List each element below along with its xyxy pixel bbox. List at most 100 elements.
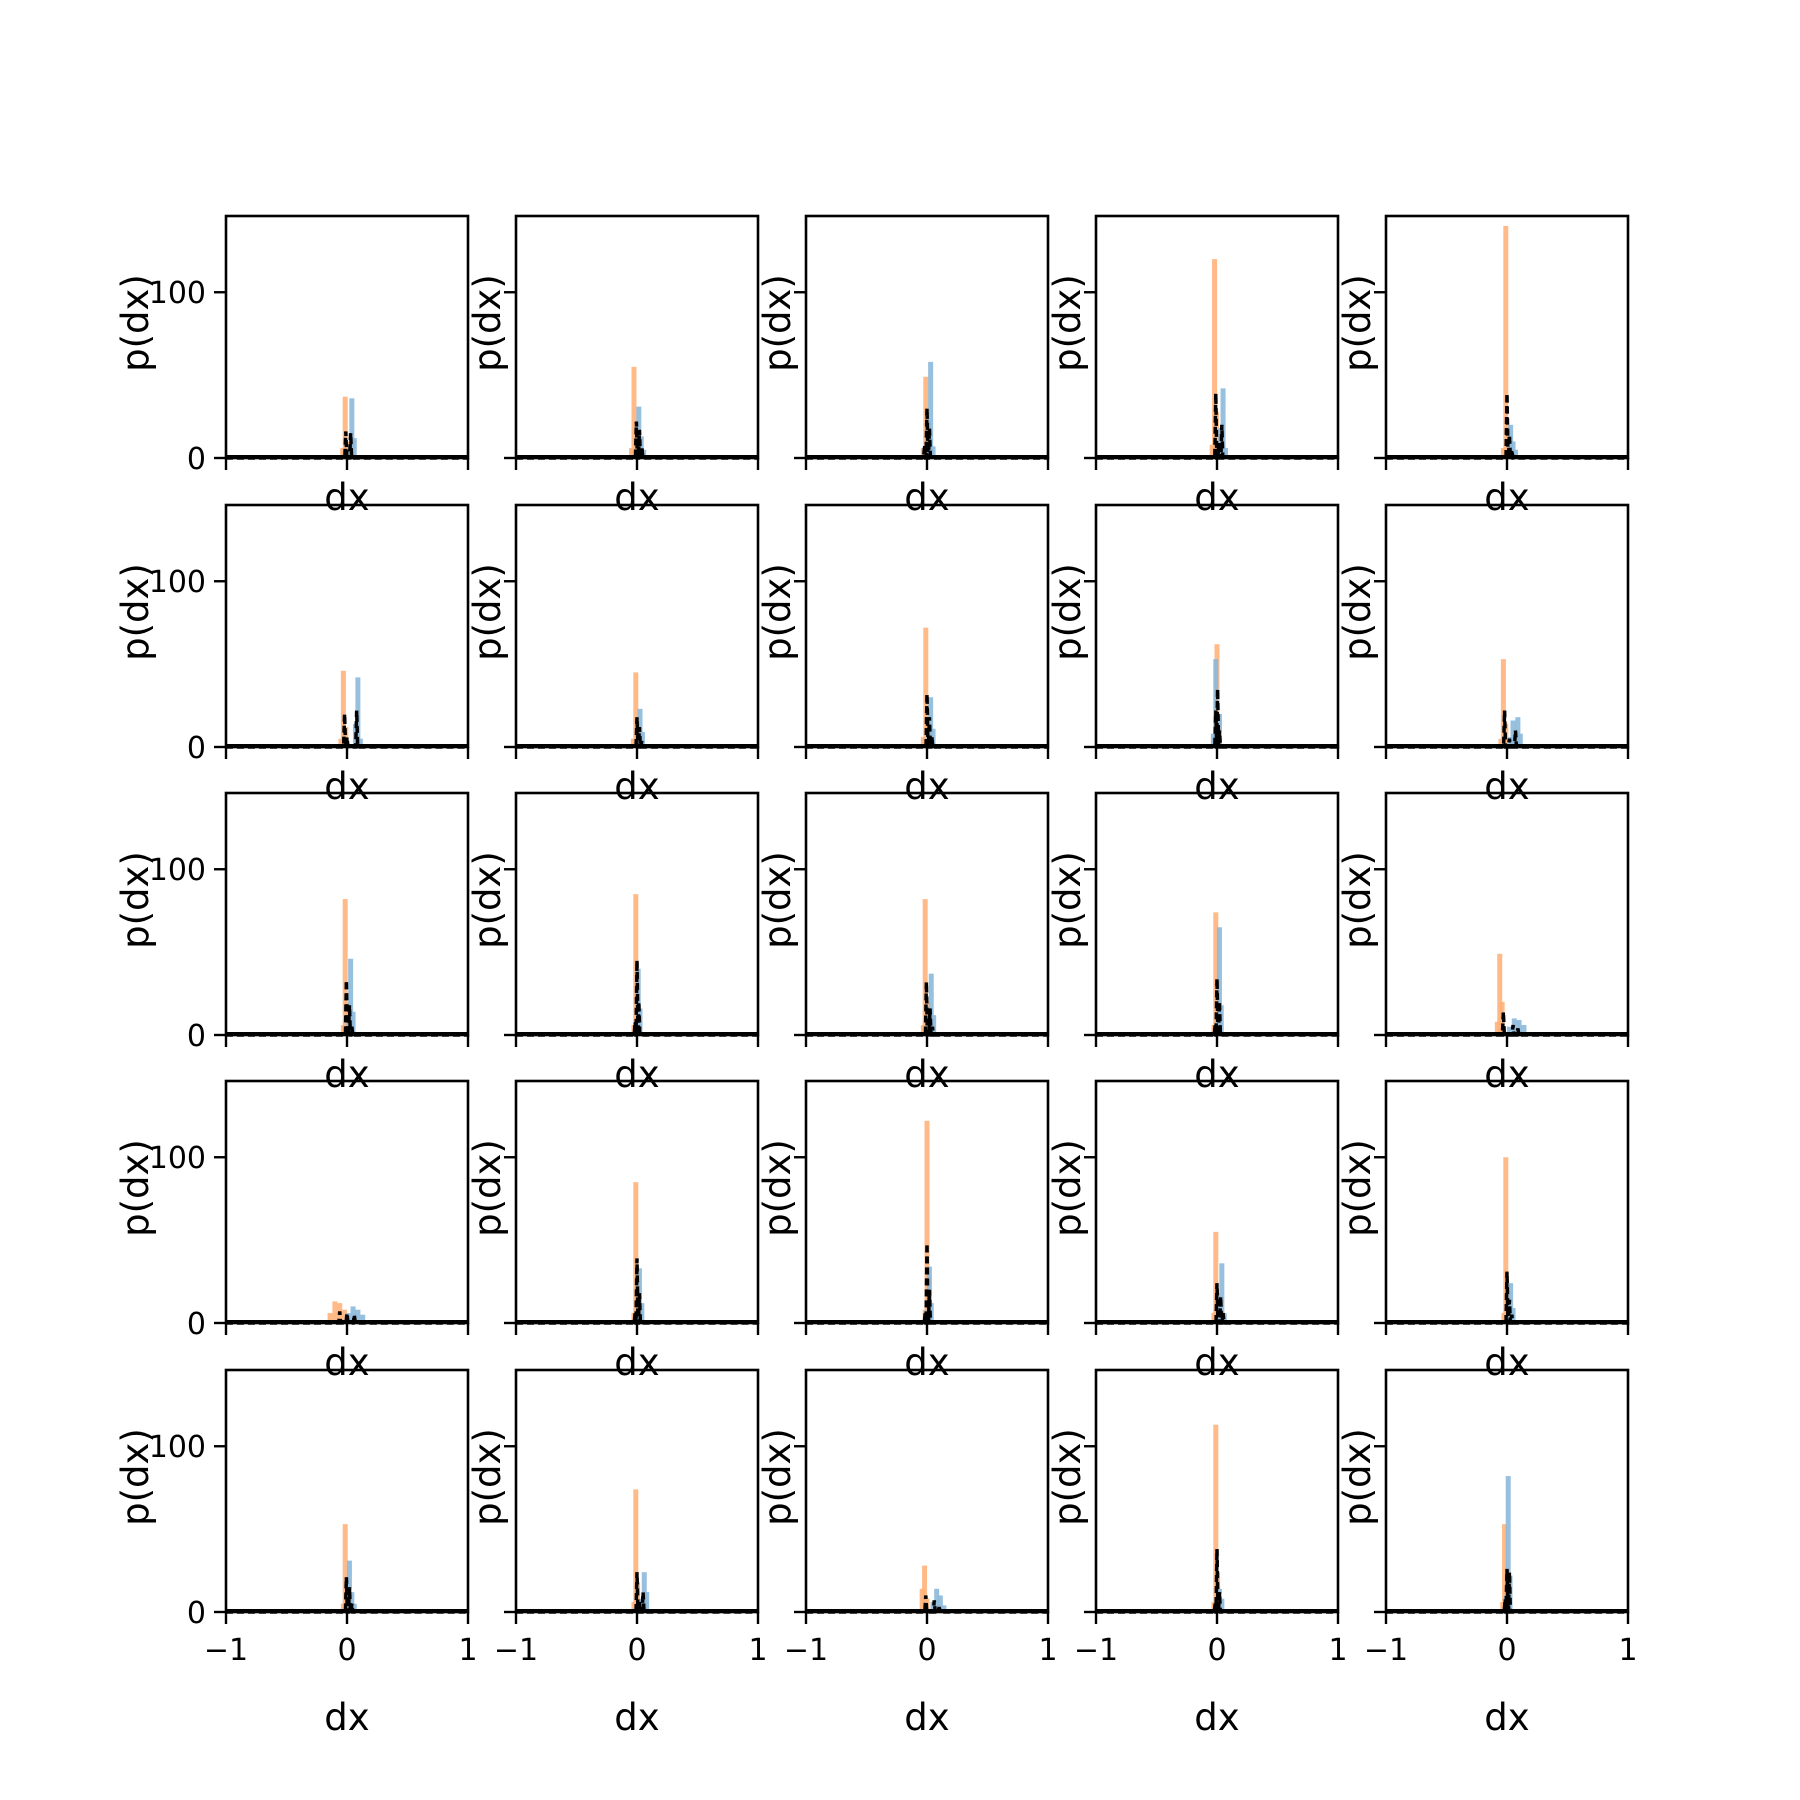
bar-blue	[348, 958, 354, 1035]
x-axis-label: dx	[324, 1053, 369, 1096]
bar-blue	[350, 1306, 356, 1323]
x-tick-label: 0	[917, 1633, 936, 1668]
bar-orange	[631, 366, 637, 458]
density-curve	[516, 717, 758, 749]
bar-orange	[1213, 912, 1219, 1035]
bar-orange	[1502, 1524, 1508, 1612]
bar-orange	[342, 1309, 348, 1323]
density-curve	[516, 1572, 758, 1614]
x-axis-label: dx	[614, 765, 659, 808]
bar-blue	[1517, 733, 1523, 747]
bar-blue	[928, 973, 934, 1035]
bar-orange	[327, 1313, 333, 1323]
bar-blue	[1216, 927, 1222, 1035]
bar-orange	[1503, 225, 1509, 458]
x-axis-label: dx	[1484, 1341, 1529, 1384]
y-tick-label: 0	[187, 1019, 206, 1054]
bar-orange	[920, 1025, 926, 1035]
y-axis-label: p(dx)	[114, 1428, 157, 1526]
density-curve	[226, 431, 468, 460]
bar-blue	[928, 361, 934, 458]
x-tick-label: −1	[1074, 1633, 1118, 1668]
density-curve	[226, 1577, 468, 1614]
subplot-r0-c0: 0 100 dx p(dx)	[114, 214, 470, 519]
y-axis-label: p(dx)	[466, 563, 509, 661]
subplot-r0-c1: dx p(dx)	[466, 214, 760, 519]
density-curve	[1386, 1568, 1628, 1614]
x-axis-label: dx	[1194, 1696, 1239, 1739]
x-axis-label: dx	[1484, 1053, 1529, 1096]
y-axis-label: p(dx)	[466, 1139, 509, 1237]
x-tick-label: −1	[204, 1633, 248, 1668]
subplot-r2-c4: dx p(dx)	[1336, 791, 1630, 1096]
y-tick-label: 100	[149, 853, 206, 888]
y-axis-label: p(dx)	[1336, 274, 1379, 372]
bar-blue	[931, 1015, 937, 1035]
subplot-r1-c2: dx p(dx)	[756, 503, 1050, 808]
bar-orange	[633, 1182, 639, 1323]
bar-orange	[920, 737, 926, 747]
bar-blue	[639, 1598, 645, 1612]
subplot-r4-c1: −1 0 1 dx p(dx)	[466, 1368, 768, 1739]
x-axis-label: dx	[904, 476, 949, 519]
bar-orange	[1209, 444, 1215, 458]
subplot-r2-c2: dx p(dx)	[756, 791, 1050, 1096]
y-axis-label: p(dx)	[1046, 1428, 1089, 1526]
x-tick-label: −1	[1364, 1633, 1408, 1668]
bar-blue	[1516, 1020, 1522, 1035]
bar-orange	[1497, 953, 1503, 1035]
x-axis-label: dx	[614, 1053, 659, 1096]
x-axis-label: dx	[1484, 476, 1529, 519]
subplot-r3-c3: dx p(dx)	[1046, 1079, 1340, 1384]
y-tick-label: 0	[187, 1596, 206, 1631]
x-axis-label: dx	[614, 1696, 659, 1739]
x-axis-label: dx	[614, 476, 659, 519]
y-axis-label: p(dx)	[114, 563, 157, 661]
bar-orange	[1213, 1231, 1219, 1323]
x-axis-label: dx	[1484, 1696, 1529, 1739]
density-curve	[1386, 1011, 1628, 1037]
x-tick-label: 0	[1207, 1633, 1226, 1668]
bar-blue	[351, 1603, 357, 1612]
bar-orange	[924, 1120, 930, 1323]
density-curve	[806, 693, 1048, 749]
x-axis-label: dx	[324, 1696, 369, 1739]
bar-orange	[919, 1588, 925, 1612]
bar-blue	[635, 738, 641, 747]
bar-orange	[1212, 259, 1218, 458]
y-axis-label: p(dx)	[1336, 1428, 1379, 1526]
x-tick-label: 0	[337, 1633, 356, 1668]
density-curve	[806, 1595, 1048, 1614]
bar-blue	[930, 446, 936, 458]
subplot-r1-c3: dx p(dx)	[1046, 503, 1340, 808]
bar-blue	[1219, 1263, 1225, 1323]
bar-blue	[1512, 449, 1518, 458]
subplot-r0-c4: dx p(dx)	[1336, 214, 1630, 519]
bar-orange	[1500, 659, 1506, 747]
bar-blue	[1222, 448, 1228, 458]
y-axis-label: p(dx)	[1046, 851, 1089, 949]
bar-orange	[1500, 448, 1506, 458]
y-axis-label: p(dx)	[114, 274, 157, 372]
bar-blue	[928, 697, 934, 747]
bar-blue	[346, 1560, 352, 1612]
x-tick-label: −1	[784, 1633, 828, 1668]
bar-orange	[342, 396, 348, 458]
bar-blue	[1515, 717, 1521, 747]
y-axis-label: p(dx)	[756, 563, 799, 661]
y-axis-label: p(dx)	[466, 274, 509, 372]
x-tick-label: −1	[494, 1633, 538, 1668]
y-axis-label: p(dx)	[466, 851, 509, 949]
x-axis-label: dx	[324, 765, 369, 808]
x-axis-label: dx	[614, 1341, 659, 1384]
x-axis-label: dx	[904, 1053, 949, 1096]
x-axis-label: dx	[324, 1341, 369, 1384]
density-curve	[516, 421, 758, 460]
y-axis-label: p(dx)	[756, 851, 799, 949]
y-tick-label: 100	[149, 565, 206, 600]
y-tick-label: 100	[149, 276, 206, 311]
density-curve	[1096, 1283, 1338, 1325]
